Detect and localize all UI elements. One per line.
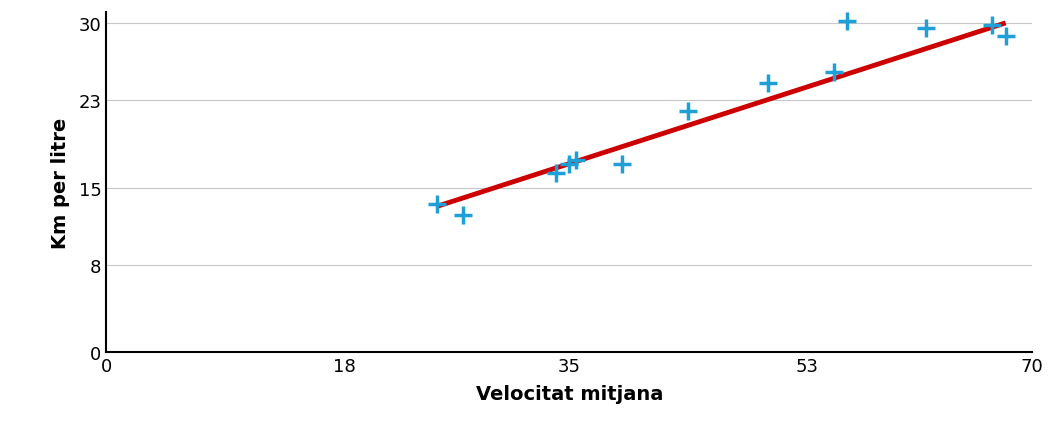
Point <box>918 26 935 33</box>
Y-axis label: Km per litre: Km per litre <box>51 117 70 248</box>
Point <box>838 18 855 25</box>
Point <box>984 23 1001 30</box>
Point <box>997 34 1014 40</box>
Point <box>826 70 843 77</box>
Point <box>429 201 446 208</box>
X-axis label: Velocitat mitjana: Velocitat mitjana <box>476 384 663 402</box>
Point <box>567 157 584 164</box>
Point <box>759 81 776 88</box>
Point <box>455 212 472 219</box>
Point <box>548 171 565 178</box>
Point <box>561 161 578 168</box>
Point <box>614 161 631 168</box>
Point <box>680 108 697 115</box>
